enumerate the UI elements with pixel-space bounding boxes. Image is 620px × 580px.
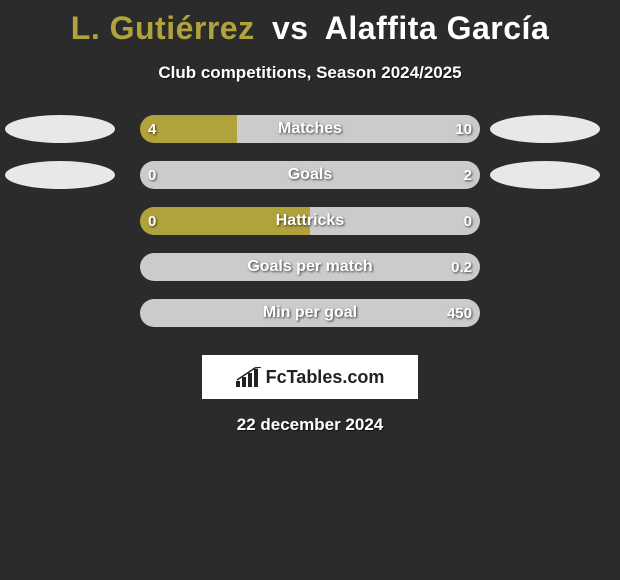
vs-text: vs	[272, 10, 309, 46]
bar-track	[140, 207, 480, 235]
player2-badge	[490, 115, 600, 143]
logo-text: FcTables.com	[266, 367, 385, 388]
player2-badge	[490, 161, 600, 189]
page-title: L. Gutiérrez vs Alaffita García	[0, 0, 620, 47]
bar-left	[140, 115, 237, 143]
bar-track	[140, 115, 480, 143]
player1-badge	[5, 115, 115, 143]
stat-rows: Matches410Goals02Hattricks00Goals per ma…	[0, 115, 620, 345]
logo-box: FcTables.com	[202, 355, 418, 399]
bar-right	[140, 161, 480, 189]
bar-right	[140, 299, 480, 327]
stat-row: Matches410	[0, 115, 620, 161]
logo-bars-icon	[236, 367, 262, 387]
date-text: 22 december 2024	[0, 415, 620, 435]
player2-name: Alaffita García	[325, 10, 549, 46]
logo: FcTables.com	[236, 367, 385, 388]
bar-track	[140, 161, 480, 189]
bar-track	[140, 253, 480, 281]
bar-right	[140, 253, 480, 281]
bar-left	[140, 207, 310, 235]
subtitle: Club competitions, Season 2024/2025	[0, 63, 620, 83]
stat-row: Goals02	[0, 161, 620, 207]
stat-row: Goals per match0.2	[0, 253, 620, 299]
bar-track	[140, 299, 480, 327]
stat-row: Min per goal450	[0, 299, 620, 345]
stat-row: Hattricks00	[0, 207, 620, 253]
comparison-card: L. Gutiérrez vs Alaffita García Club com…	[0, 0, 620, 580]
bar-right	[310, 207, 480, 235]
player1-name: L. Gutiérrez	[71, 10, 255, 46]
bar-right	[237, 115, 480, 143]
player1-badge	[5, 161, 115, 189]
